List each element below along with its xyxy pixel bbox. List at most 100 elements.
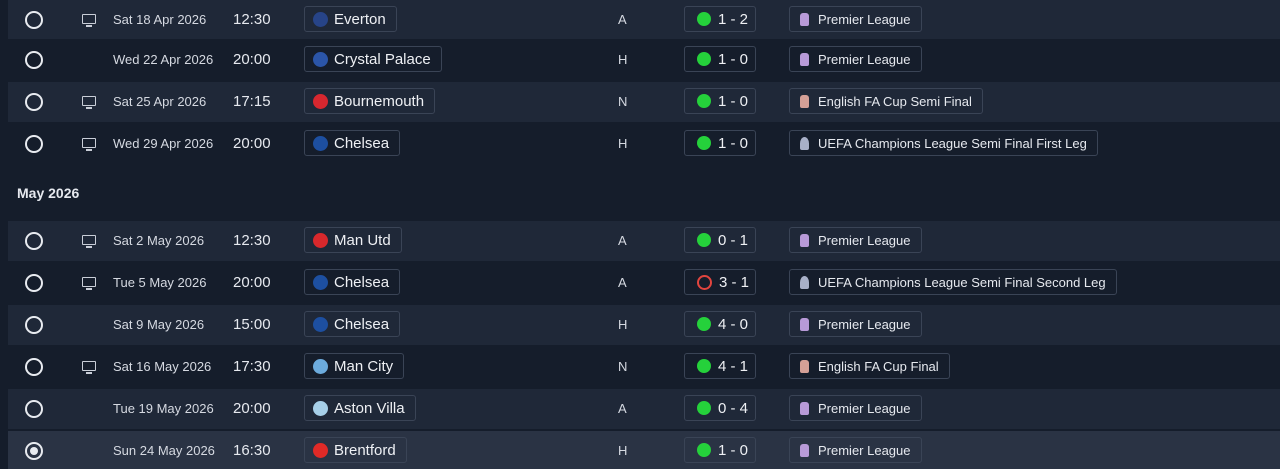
result-button[interactable]: 4 - 1 [684,353,756,379]
competition-button[interactable]: English FA Cup Final [789,353,950,379]
score: 3 - 1 [719,273,750,291]
select-radio[interactable] [25,274,43,292]
fixture-date: Sat 9 May 2026 [113,317,205,332]
competition-logo-icon [800,359,809,373]
score: 0 - 1 [718,231,749,249]
score: 4 - 1 [718,357,749,375]
fixture-time: 20:00 [233,135,271,152]
fixture-time: 15:00 [233,316,271,333]
result-button[interactable]: 3 - 1 [684,269,756,295]
result-button[interactable]: 0 - 4 [684,395,756,421]
club-crest-icon [313,93,328,109]
competition-logo-icon [800,233,809,247]
fixture-row[interactable]: Tue 19 May 2026 20:00 Aston Villa A 0 - 4 Pre… [8,389,1280,429]
select-radio[interactable] [25,316,43,334]
select-radio[interactable] [25,135,43,153]
venue: A [618,401,627,416]
select-radio[interactable] [25,93,43,111]
fixture-date: Wed 22 Apr 2026 [113,52,214,67]
opponent-button[interactable]: Chelsea [304,130,401,156]
win-indicator-icon [697,94,711,108]
opponent-name: Chelsea [334,134,390,152]
club-crest-icon [313,51,328,67]
tv-icon [82,96,96,109]
competition-button[interactable]: Premier League [789,311,922,337]
fixture-row[interactable]: Sun 24 May 2026 16:30 Brentford H 1 - 0 Premi… [8,431,1280,469]
select-radio[interactable] [25,400,43,418]
win-indicator-icon [697,233,711,247]
competition-button[interactable]: Premier League [789,6,922,32]
opponent-button[interactable]: Brentford [304,437,407,463]
fixture-time: 17:15 [233,93,271,110]
competition-name: Premier League [818,11,911,27]
competition-button[interactable]: UEFA Champions League Semi Final First L… [789,130,1098,156]
opponent-name: Aston Villa [334,399,405,417]
fixture-date: Tue 19 May 2026 [113,401,214,416]
competition-logo-icon [800,52,809,66]
fixture-date: Tue 5 May 2026 [113,275,207,290]
win-indicator-icon [697,359,711,373]
result-button[interactable]: 0 - 1 [684,227,756,253]
fixture-row[interactable]: Wed 22 Apr 2026 20:00 Crystal Palace H 1 - 0… [8,40,1280,80]
result-button[interactable]: 1 - 2 [684,6,756,32]
fixture-row[interactable]: Sat 18 Apr 2026 12:30 Everton A 1 - 2 Premier… [8,0,1280,39]
opponent-button[interactable]: Chelsea [304,269,401,295]
result-button[interactable]: 1 - 0 [684,130,756,156]
select-radio[interactable] [25,11,43,29]
venue: A [618,275,627,290]
fixture-row[interactable]: Sat 9 May 2026 15:00 Chelsea H 4 - 0 Premier … [8,305,1280,345]
venue: H [618,52,628,67]
opponent-button[interactable]: Crystal Palace [304,46,442,72]
venue: N [618,359,628,374]
fixture-time: 20:00 [233,274,271,291]
tv-icon [82,361,96,374]
opponent-button[interactable]: Chelsea [304,311,401,337]
venue: N [618,94,628,109]
result-button[interactable]: 1 - 0 [684,46,756,72]
select-radio[interactable] [25,358,43,376]
fixture-row[interactable]: Sat 2 May 2026 12:30 Man Utd A 0 - 1 Premier … [8,221,1280,261]
loss-indicator-icon [697,274,712,290]
opponent-button[interactable]: Man City [304,353,405,379]
opponent-name: Man City [334,357,394,375]
competition-button[interactable]: English FA Cup Semi Final [789,88,983,114]
competition-logo-icon [800,275,809,289]
opponent-button[interactable]: Bournemouth [304,88,436,114]
fixture-row[interactable]: Tue 5 May 2026 20:00 Chelsea A 3 - 1 UEFA Cha… [8,263,1280,303]
competition-button[interactable]: Premier League [789,437,922,463]
select-radio[interactable] [25,232,43,250]
win-indicator-icon [697,52,711,66]
score: 1 - 0 [718,441,749,459]
club-crest-icon [313,400,328,416]
opponent-button[interactable]: Aston Villa [304,395,416,421]
venue: A [618,233,627,248]
result-button[interactable]: 4 - 0 [684,311,756,337]
competition-name: Premier League [818,51,911,67]
result-button[interactable]: 1 - 0 [684,437,756,463]
competition-name: English FA Cup Final [818,358,939,374]
fixture-row[interactable]: Sat 25 Apr 2026 17:15 Bournemouth N 1 - 0 Eng… [8,82,1280,122]
result-button[interactable]: 1 - 0 [684,88,756,114]
fixture-date: Sat 2 May 2026 [113,233,205,248]
fixture-date: Wed 29 Apr 2026 [113,136,214,151]
opponent-button[interactable]: Everton [304,6,397,32]
tv-icon [82,138,96,151]
fixture-row[interactable]: Sat 16 May 2026 17:30 Man City N 4 - 1 Englis… [8,347,1280,387]
select-radio[interactable] [25,51,43,69]
opponent-name: Chelsea [334,315,390,333]
competition-button[interactable]: Premier League [789,46,922,72]
competition-logo-icon [800,94,809,108]
venue: A [618,12,627,27]
opponent-name: Bournemouth [334,92,425,110]
select-radio[interactable] [25,442,43,460]
fixture-date: Sun 24 May 2026 [113,443,215,458]
opponent-name: Chelsea [334,273,390,291]
competition-button[interactable]: Premier League [789,227,922,253]
competition-button[interactable]: UEFA Champions League Semi Final Second … [789,269,1117,295]
competition-button[interactable]: Premier League [789,395,922,421]
club-crest-icon [313,358,328,374]
fixture-row[interactable]: Wed 29 Apr 2026 20:00 Chelsea H 1 - 0 UEFA Ch… [8,124,1280,164]
opponent-button[interactable]: Man Utd [304,227,402,253]
club-crest-icon [313,274,328,290]
